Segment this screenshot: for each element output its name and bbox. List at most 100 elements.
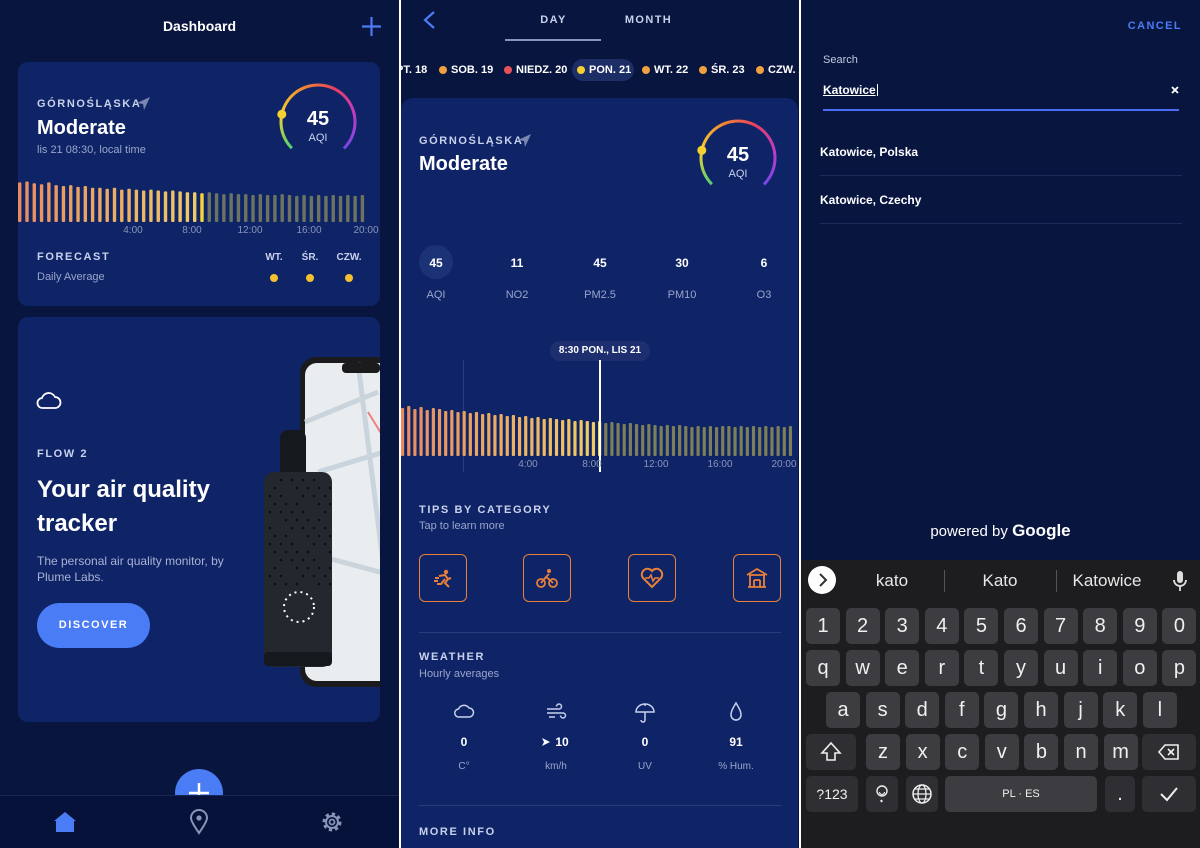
key[interactable]: p (1162, 650, 1197, 686)
key[interactable]: 9 (1122, 608, 1157, 644)
space-key[interactable]: PL · ES (945, 776, 1097, 812)
search-input[interactable]: Katowice (823, 83, 878, 97)
key[interactable]: s (865, 692, 900, 728)
settings-tab[interactable] (320, 810, 344, 834)
date-label[interactable]: SOB. 19 (451, 64, 494, 76)
suggestion-divider (1056, 570, 1057, 592)
key[interactable]: l (1142, 692, 1177, 728)
search-result[interactable]: Katowice, Czechy (820, 193, 922, 207)
pollutant-value[interactable]: 11 (510, 256, 524, 270)
aqi-bar (156, 190, 160, 222)
date-label[interactable]: NIEDZ. 20 (516, 64, 568, 76)
key[interactable]: 2 (845, 608, 880, 644)
date-label[interactable]: ŚR. 23 (711, 64, 745, 76)
date-label[interactable]: PON. 21 (589, 64, 632, 76)
tip-button[interactable] (523, 554, 571, 602)
pollutant-value[interactable]: 45 (429, 256, 443, 270)
pollutant-value[interactable]: 45 (593, 256, 607, 270)
discover-button[interactable]: DISCOVER (37, 603, 150, 648)
aqi-bar (758, 427, 762, 456)
key[interactable]: g (984, 692, 1019, 728)
date-label[interactable]: PT. 18 (401, 64, 428, 76)
location-tab[interactable] (189, 809, 209, 835)
aqi-bar (222, 194, 226, 222)
language-key[interactable] (906, 776, 938, 812)
key[interactable]: 4 (924, 608, 959, 644)
key[interactable]: a (826, 692, 860, 728)
key[interactable]: y (1004, 650, 1038, 686)
back-button[interactable] (422, 10, 436, 30)
key[interactable]: k (1103, 692, 1138, 728)
promo-card[interactable]: FLOW 2 Your air quality tracker The pers… (18, 317, 380, 722)
aqi-bar (647, 424, 651, 456)
key[interactable]: 8 (1083, 608, 1118, 644)
tip-button[interactable] (628, 554, 676, 602)
aqi-bar (32, 183, 36, 222)
key[interactable]: e (885, 650, 920, 686)
home-tab[interactable] (53, 811, 77, 833)
device-image (264, 357, 380, 687)
symbols-key[interactable]: ?123 (806, 776, 858, 812)
suggestion-expand[interactable] (808, 566, 836, 594)
tab-month[interactable]: MONTH (624, 14, 673, 26)
key[interactable]: d (905, 692, 940, 728)
date-label[interactable]: CZW. 2 (768, 64, 799, 76)
backspace-key[interactable] (1142, 734, 1196, 770)
key[interactable]: c (945, 734, 980, 770)
period-key[interactable]: . (1105, 776, 1135, 812)
key[interactable]: 7 (1043, 608, 1078, 644)
key[interactable]: m (1103, 734, 1138, 770)
add-button[interactable] (361, 16, 382, 37)
key[interactable]: 1 (806, 608, 840, 644)
ring-dot (277, 109, 287, 119)
pore (301, 494, 305, 498)
aqi-bar (554, 419, 559, 456)
pore (317, 502, 321, 506)
cancel-button[interactable]: CANCEL (1127, 20, 1182, 32)
key[interactable]: 3 (885, 608, 920, 644)
enter-key[interactable] (1142, 776, 1196, 812)
aqi-bar (610, 422, 614, 456)
ring-segment (296, 87, 303, 93)
key[interactable]: r (924, 650, 959, 686)
date-label[interactable]: WT. 22 (654, 64, 689, 76)
suggestion[interactable]: kato (875, 571, 909, 590)
key[interactable]: 0 (1162, 608, 1197, 644)
key[interactable]: 6 (1004, 608, 1038, 644)
clear-button[interactable] (1171, 86, 1179, 94)
pollutant-value[interactable]: 6 (760, 256, 768, 270)
aqi-bar (171, 190, 175, 222)
weather-icon (454, 704, 475, 718)
ring-segment (286, 95, 293, 102)
tip-button[interactable] (419, 554, 467, 602)
key[interactable]: j (1063, 692, 1098, 728)
key[interactable]: i (1083, 650, 1118, 686)
key[interactable]: n (1064, 734, 1098, 770)
aqi-bar (200, 193, 204, 222)
key[interactable]: b (1024, 734, 1059, 770)
aqi-bar (193, 192, 197, 222)
key[interactable]: v (984, 734, 1019, 770)
suggestion[interactable]: Katowice (1072, 571, 1142, 590)
mic-key[interactable] (1172, 570, 1188, 592)
key[interactable]: t (964, 650, 999, 686)
key[interactable]: 5 (964, 608, 999, 644)
pollutant-value[interactable]: 30 (675, 256, 689, 270)
key[interactable]: q (806, 650, 840, 686)
key[interactable]: f (944, 692, 979, 728)
city-card[interactable]: GÓRNOŚLĄSKA Moderate lis 21 08:30, local… (18, 62, 380, 306)
search-result[interactable]: Katowice, Polska (820, 145, 919, 159)
key[interactable]: x (905, 734, 940, 770)
shift-key[interactable] (806, 734, 856, 770)
forecast-dot (306, 274, 314, 282)
suggestion[interactable]: Kato (982, 571, 1018, 590)
tip-button[interactable] (733, 554, 781, 602)
key[interactable]: z (866, 734, 900, 770)
key[interactable]: w (845, 650, 880, 686)
pore (301, 574, 305, 578)
key[interactable]: o (1122, 650, 1157, 686)
key[interactable]: h (1024, 692, 1058, 728)
emoji-key[interactable] (866, 776, 898, 812)
tab-day[interactable]: DAY (540, 14, 567, 26)
key[interactable]: u (1043, 650, 1078, 686)
